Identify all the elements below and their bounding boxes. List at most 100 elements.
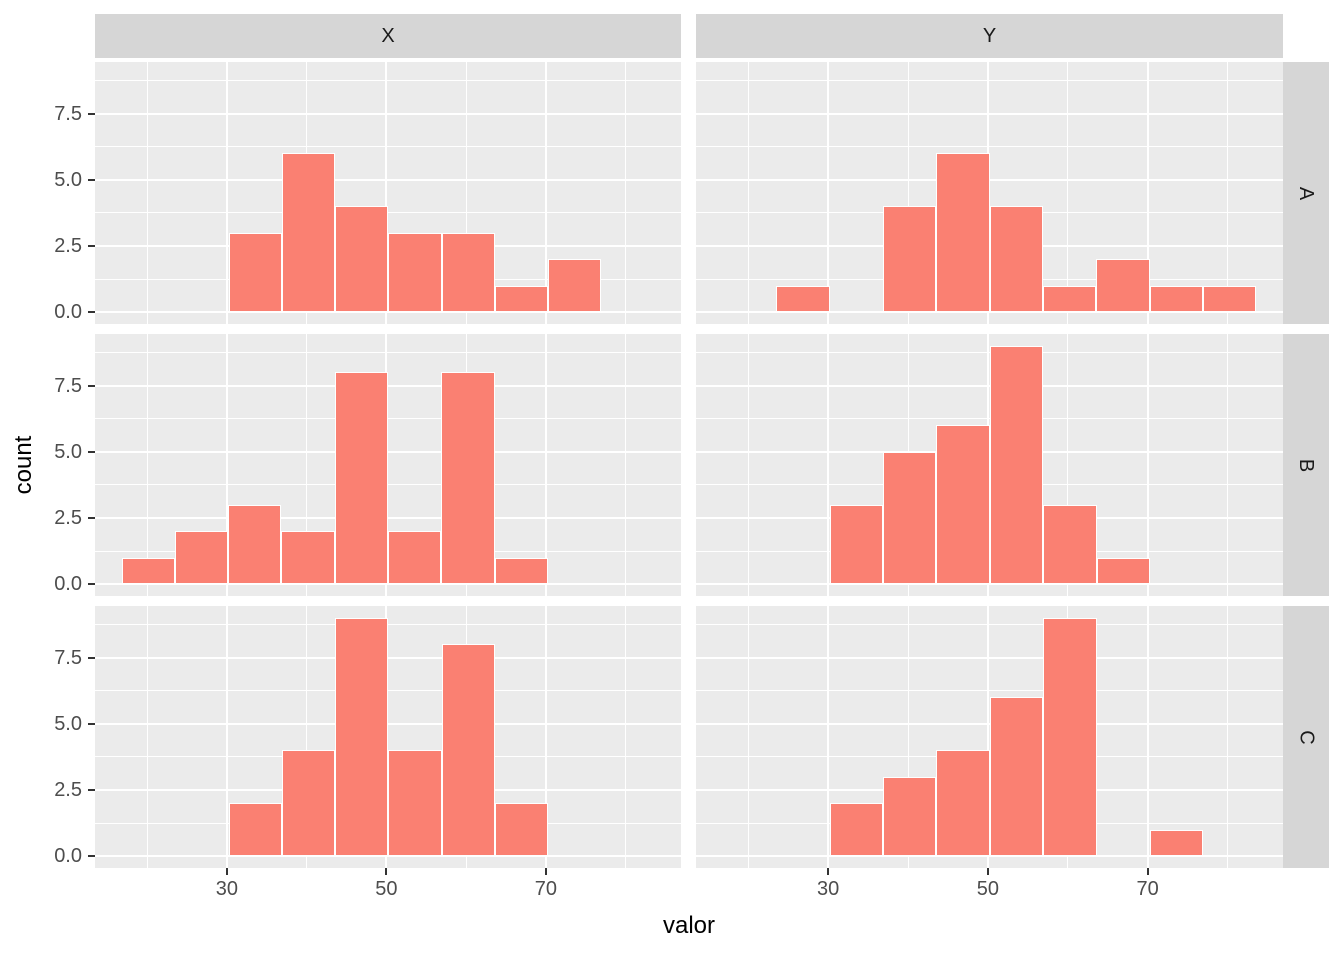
histogram-bar: [174, 531, 229, 585]
gridline-minor-y: [95, 146, 681, 148]
gridline-major-x: [225, 334, 228, 596]
gridline-major-y: [696, 855, 1283, 858]
facet-strip-col-label: X: [381, 24, 395, 47]
histogram-bar: [228, 504, 282, 585]
y-tick-mark: [88, 855, 95, 858]
histogram-bar: [829, 803, 884, 857]
y-tick-label: 0.0: [54, 573, 82, 596]
gridline-minor-x: [747, 62, 749, 324]
histogram-bar: [1096, 259, 1150, 313]
histogram-bar: [281, 153, 336, 313]
histogram-bar: [829, 504, 884, 585]
x-tick-label: 70: [1136, 878, 1159, 900]
histogram-bar: [882, 206, 937, 313]
x-tick-label: 70: [534, 878, 558, 900]
histogram-bar: [441, 644, 495, 857]
histogram-bar: [228, 232, 282, 313]
histogram-bar: [989, 345, 1044, 585]
gridline-major-x: [544, 62, 547, 324]
gridline-major-y: [95, 178, 681, 181]
histogram-bar: [441, 232, 495, 313]
histogram-bar: [936, 750, 990, 857]
gridline-major-x: [1146, 62, 1149, 324]
gridline-major-x: [385, 62, 388, 324]
histogram-bar: [494, 803, 549, 857]
y-tick-mark: [88, 656, 95, 659]
gridline-major-x: [827, 62, 830, 324]
gridline-minor-x: [907, 606, 909, 868]
gridline-major-y: [95, 450, 681, 453]
panel-X-C: [95, 606, 681, 868]
histogram-bar: [1203, 285, 1257, 313]
gridline-minor-x: [306, 334, 308, 596]
x-tick-label: 50: [976, 878, 1000, 900]
x-tick-mark: [986, 868, 989, 875]
histogram-bar: [883, 776, 937, 857]
gridline-minor-x: [625, 606, 627, 868]
histogram-bar: [1043, 285, 1097, 313]
histogram-bar: [1043, 504, 1097, 585]
gridline-minor-y: [95, 418, 681, 420]
gridline-major-y: [696, 384, 1283, 387]
gridline-minor-y: [696, 352, 1283, 354]
histogram-bar: [281, 531, 335, 585]
y-tick-label: 0.0: [54, 845, 82, 868]
y-tick-label: 0.0: [54, 301, 82, 324]
histogram-bar: [883, 451, 937, 585]
histogram-bar: [776, 285, 830, 313]
histogram-bar: [494, 285, 549, 313]
gridline-major-x: [544, 334, 547, 596]
y-tick-mark: [88, 244, 95, 247]
histogram-bar: [121, 557, 175, 585]
histogram-bar: [1149, 829, 1204, 857]
gridline-major-y: [95, 583, 681, 586]
gridline-minor-x: [1227, 334, 1229, 596]
facet-strip-row-label: A: [1295, 186, 1318, 200]
y-tick-mark: [88, 788, 95, 791]
y-tick-label: 2.5: [54, 506, 82, 529]
gridline-minor-y: [95, 80, 681, 82]
y-tick-mark: [88, 384, 95, 387]
gridline-major-y: [95, 311, 681, 314]
gridline-minor-y: [95, 352, 681, 354]
y-tick-label: 5.0: [54, 168, 82, 191]
gridline-minor-x: [1227, 606, 1229, 868]
panel-Y-C: [696, 606, 1283, 868]
gridline-minor-x: [907, 62, 909, 324]
gridline-minor-y: [95, 484, 681, 486]
gridline-minor-x: [1067, 62, 1069, 324]
gridline-minor-x: [625, 62, 627, 324]
x-tick-mark: [827, 868, 830, 875]
facet-strip-row-label: B: [1295, 458, 1318, 472]
y-tick-mark: [88, 112, 95, 115]
y-tick-label: 2.5: [54, 778, 82, 801]
y-axis-title: count: [10, 435, 37, 495]
gridline-minor-x: [1227, 62, 1229, 324]
histogram-bar: [936, 153, 990, 313]
gridline-major-x: [1146, 334, 1149, 596]
histogram-bar: [334, 372, 388, 585]
x-tick-label: 50: [375, 878, 398, 900]
gridline-major-y: [95, 384, 681, 387]
histogram-bar: [335, 617, 389, 857]
y-tick-mark: [88, 722, 95, 725]
gridline-major-x: [827, 334, 830, 596]
y-tick-mark: [88, 311, 95, 314]
histogram-bar: [1043, 617, 1097, 857]
gridline-major-x: [225, 62, 228, 324]
x-tick-mark: [544, 868, 547, 875]
histogram-bar: [335, 206, 389, 313]
histogram-bar: [936, 425, 990, 585]
histogram-bar: [989, 697, 1044, 857]
gridline-major-y: [696, 112, 1283, 115]
x-axis-title: valor: [662, 912, 716, 939]
gridline-major-y: [95, 112, 681, 115]
y-tick-label: 2.5: [54, 234, 82, 257]
y-tick-label: 5.0: [54, 712, 82, 735]
panel-X-B: [95, 334, 681, 596]
panel-Y-A: [696, 62, 1283, 324]
x-tick-label: 30: [215, 878, 239, 900]
y-tick-label: 7.5: [54, 374, 82, 397]
gridline-minor-x: [625, 334, 627, 596]
gridline-minor-x: [306, 606, 308, 868]
